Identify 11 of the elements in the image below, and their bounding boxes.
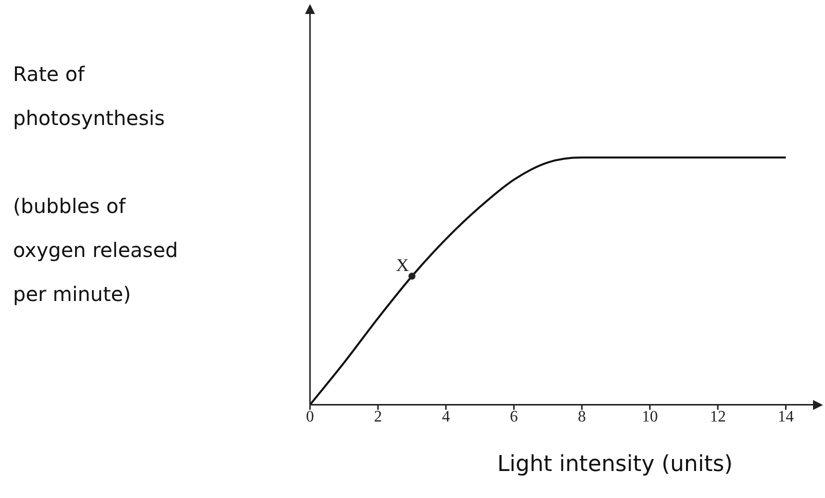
x-axis-title: Light intensity (units)	[496, 452, 734, 477]
x-tick-label: 2	[374, 408, 382, 426]
x-tick-label: 6	[510, 408, 518, 426]
x-tick-label: 4	[442, 408, 450, 426]
annotation: X	[396, 254, 409, 275]
text: Rate of photosynthesis (bubbles of oxygen released per minute)	[13, 62, 178, 306]
x-tick-label: 0	[306, 408, 314, 426]
x-tick-label: 12	[710, 408, 726, 426]
x-tick-label: 8	[578, 408, 586, 426]
x-tick-label: 14	[778, 408, 794, 426]
x-tick-label: 10	[642, 408, 658, 426]
